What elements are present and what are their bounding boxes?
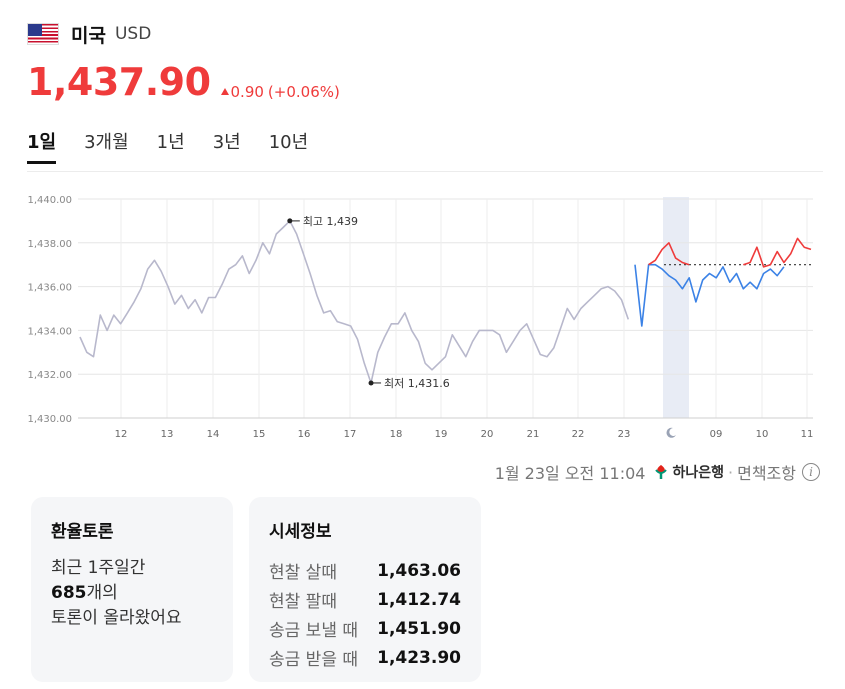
discussion-count: 685 bbox=[51, 583, 87, 603]
bank-name: 하나은행 bbox=[672, 465, 725, 481]
period-tabs: 1일 3개월 1년 3년 10년 bbox=[27, 128, 336, 164]
quote-row: 송금 보낼 때 1,451.90 bbox=[269, 614, 461, 643]
currency-header: 미국 USD bbox=[27, 20, 151, 48]
series-line-0 bbox=[79, 220, 630, 384]
x-tick-label: 11 bbox=[801, 429, 814, 440]
quote-value: 1,412.74 bbox=[377, 589, 461, 610]
info-icon[interactable]: i bbox=[802, 463, 820, 481]
tab-10y[interactable]: 10년 bbox=[268, 132, 309, 153]
x-tick-label: 12 bbox=[115, 429, 128, 440]
x-tick-label: 16 bbox=[298, 429, 311, 440]
tabs-divider bbox=[27, 171, 823, 172]
price-row: 1,437.90 0.90 (+0.06%) bbox=[27, 60, 340, 104]
quote-label: 송금 보낼 때 bbox=[269, 621, 359, 641]
low-label: 최저 1,431.6 bbox=[384, 377, 450, 390]
discussion-count-suffix: 개의 bbox=[86, 583, 118, 603]
disclaimer-link[interactable]: 면책조항 bbox=[737, 464, 796, 483]
discussion-line1: 최근 1주일간 bbox=[51, 558, 146, 578]
quote-row: 송금 받을 때 1,423.90 bbox=[269, 643, 461, 672]
x-tick-label: 23 bbox=[618, 429, 631, 440]
bank-source: 하나은행 bbox=[653, 462, 724, 482]
series-line-2 bbox=[648, 242, 690, 266]
change-amount: 0.90 bbox=[230, 82, 264, 101]
high-label: 최고 1,439 bbox=[303, 215, 358, 228]
tab-1y[interactable]: 1년 bbox=[156, 132, 185, 153]
quotes-title: 시세정보 bbox=[269, 522, 332, 542]
discussion-title: 환율토론 bbox=[51, 522, 114, 542]
x-tick-label: 14 bbox=[207, 429, 220, 440]
y-tick-label: 1,430.00 bbox=[27, 414, 72, 425]
x-tick-label: 22 bbox=[572, 429, 585, 440]
country-name: 미국 bbox=[71, 24, 106, 47]
y-tick-label: 1,438.00 bbox=[27, 239, 72, 250]
x-tick-label: 20 bbox=[481, 429, 494, 440]
series-line-2 bbox=[743, 237, 812, 268]
series-line-1 bbox=[634, 263, 785, 327]
x-tick-label: 15 bbox=[253, 429, 266, 440]
quote-value: 1,451.90 bbox=[377, 618, 461, 639]
exchange-rate-chart[interactable]: 1,440.00 1,438.00 1,436.00 1,434.00 1,432.00… bbox=[0, 180, 845, 450]
source-info: 1월 23일 오전 11:04 하나은행 · 면책조항 i bbox=[495, 460, 820, 484]
quote-row: 현찰 팔때 1,412.74 bbox=[269, 585, 461, 614]
overnight-shade bbox=[663, 197, 689, 418]
currency-code: USD bbox=[114, 24, 152, 44]
x-tick-label: 13 bbox=[161, 429, 174, 440]
y-tick-label: 1,432.00 bbox=[27, 370, 72, 381]
change-percent: (+0.06%) bbox=[267, 82, 340, 101]
tab-3y[interactable]: 3년 bbox=[212, 132, 241, 153]
tab-1d[interactable]: 1일 bbox=[27, 128, 57, 164]
update-datetime: 1월 23일 오전 11:04 bbox=[494, 464, 646, 483]
us-flag-icon bbox=[27, 23, 59, 45]
quote-label: 현찰 살때 bbox=[269, 563, 337, 583]
quote-label: 현찰 팔때 bbox=[269, 592, 337, 612]
discussion-summary: 최근 1주일간 685개의 토론이 올라왔어요 bbox=[51, 556, 213, 631]
discussion-line3: 토론이 올라왔어요 bbox=[51, 608, 182, 628]
rate-change: 0.90 (+0.06%) bbox=[220, 82, 340, 101]
y-tick-label: 1,440.00 bbox=[27, 195, 72, 206]
x-tick-label: 19 bbox=[435, 429, 448, 440]
discussion-line2: 685개의 bbox=[51, 581, 213, 606]
y-tick-label: 1,436.00 bbox=[27, 283, 72, 294]
hana-bank-logo-icon bbox=[655, 465, 668, 479]
y-tick-label: 1,434.00 bbox=[27, 326, 72, 337]
x-tick-label: 17 bbox=[344, 429, 357, 440]
x-tick-label: 18 bbox=[390, 429, 403, 440]
quote-value: 1,463.06 bbox=[377, 560, 461, 581]
moon-icon bbox=[666, 427, 676, 438]
quote-row: 현찰 살때 1,463.06 bbox=[269, 556, 461, 585]
tab-3m[interactable]: 3개월 bbox=[84, 132, 129, 153]
quotes-card: 시세정보 현찰 살때 1,463.06 현찰 팔때 1,412.74 송금 보낼… bbox=[249, 497, 481, 682]
x-tick-label: 10 bbox=[756, 429, 769, 440]
discussion-card[interactable]: 환율토론 최근 1주일간 685개의 토론이 올라왔어요 bbox=[31, 497, 233, 682]
current-rate: 1,437.90 bbox=[27, 60, 211, 104]
x-tick-label: 09 bbox=[710, 429, 723, 440]
quote-label: 송금 받을 때 bbox=[269, 650, 359, 670]
quote-value: 1,423.90 bbox=[377, 647, 461, 668]
x-tick-label: 21 bbox=[527, 429, 540, 440]
up-triangle-icon bbox=[220, 88, 229, 95]
separator-dot: · bbox=[728, 462, 734, 482]
